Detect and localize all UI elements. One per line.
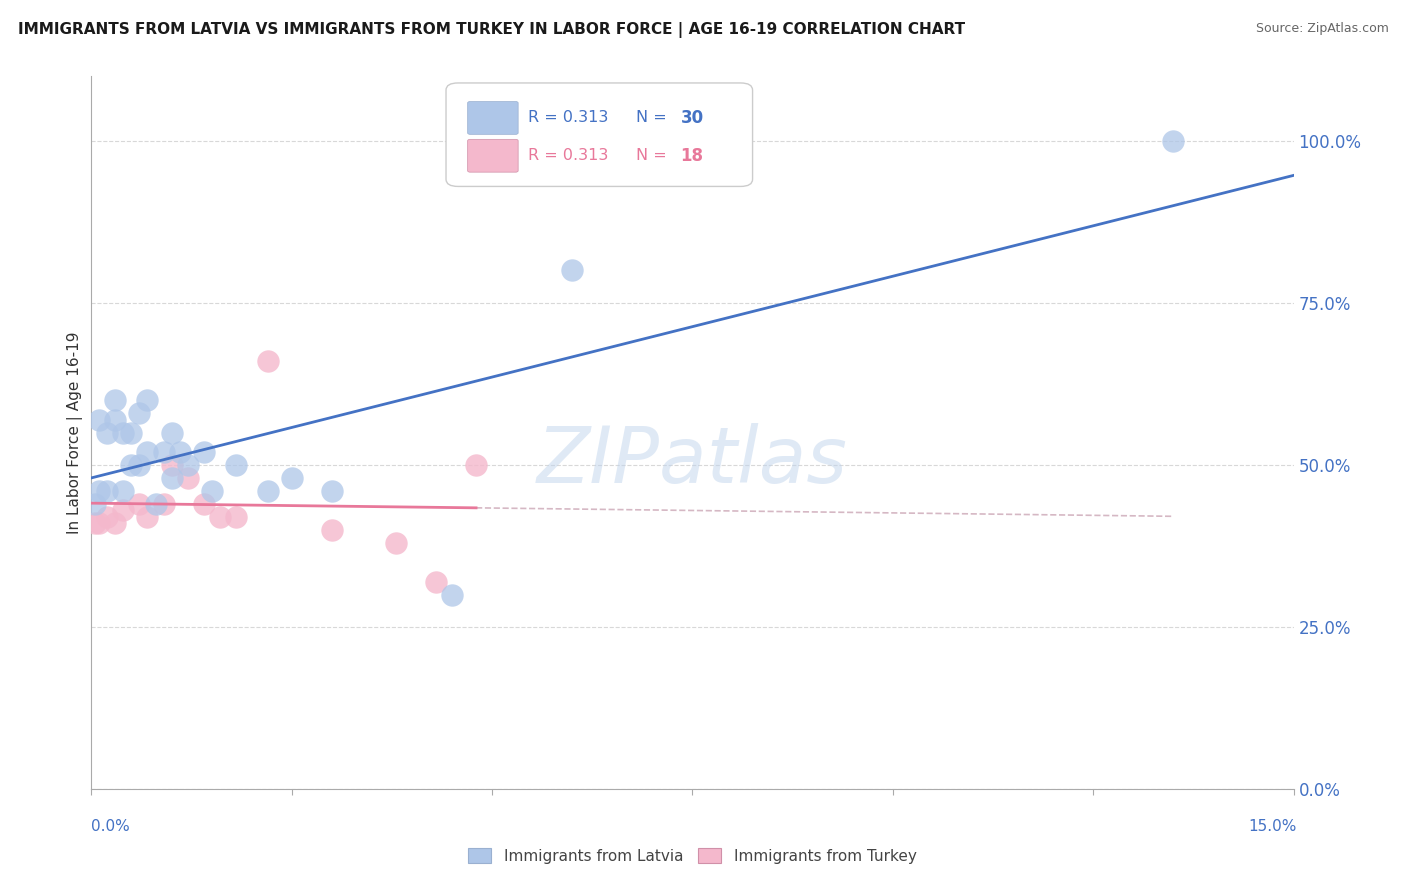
Point <box>128 458 150 472</box>
Text: IMMIGRANTS FROM LATVIA VS IMMIGRANTS FROM TURKEY IN LABOR FORCE | AGE 16-19 CORR: IMMIGRANTS FROM LATVIA VS IMMIGRANTS FRO… <box>18 22 966 38</box>
Point <box>112 425 135 440</box>
Point <box>160 425 183 440</box>
Point <box>225 510 247 524</box>
Point <box>89 412 111 426</box>
Text: Source: ZipAtlas.com: Source: ZipAtlas.com <box>1256 22 1389 36</box>
Point <box>256 354 278 368</box>
Point <box>89 483 111 498</box>
Text: 0.0%: 0.0% <box>91 820 131 834</box>
Point <box>201 483 224 498</box>
Point <box>225 458 247 472</box>
Point <box>440 588 463 602</box>
Y-axis label: In Labor Force | Age 16-19: In Labor Force | Age 16-19 <box>67 331 83 534</box>
Point <box>136 445 159 459</box>
FancyBboxPatch shape <box>468 139 519 172</box>
Point <box>128 406 150 420</box>
Point <box>176 471 198 485</box>
Text: R = 0.313: R = 0.313 <box>527 111 609 126</box>
Point <box>104 393 127 408</box>
Point <box>112 503 135 517</box>
Text: N =: N = <box>636 148 672 163</box>
Text: 30: 30 <box>681 109 703 127</box>
Text: ZIPatlas: ZIPatlas <box>537 423 848 500</box>
Point <box>104 412 127 426</box>
Point <box>1163 134 1185 148</box>
Point <box>136 510 159 524</box>
Point <box>136 393 159 408</box>
Point <box>128 497 150 511</box>
Text: 18: 18 <box>681 147 703 165</box>
Point <box>84 497 107 511</box>
Point <box>256 483 278 498</box>
Point <box>121 458 143 472</box>
Point <box>121 425 143 440</box>
Point <box>425 574 447 589</box>
Point <box>96 483 118 498</box>
FancyBboxPatch shape <box>468 102 519 135</box>
Point <box>321 483 343 498</box>
FancyBboxPatch shape <box>446 83 752 186</box>
Point <box>169 445 191 459</box>
Point <box>152 445 174 459</box>
Point <box>96 425 118 440</box>
Legend: Immigrants from Latvia, Immigrants from Turkey: Immigrants from Latvia, Immigrants from … <box>468 848 917 863</box>
Point <box>84 516 107 531</box>
Point <box>208 510 231 524</box>
Point <box>176 458 198 472</box>
Point <box>89 516 111 531</box>
Point <box>160 458 183 472</box>
Text: R = 0.313: R = 0.313 <box>527 148 609 163</box>
Text: 15.0%: 15.0% <box>1249 820 1296 834</box>
Point <box>385 536 408 550</box>
Point <box>321 523 343 537</box>
Point <box>96 510 118 524</box>
Point <box>145 497 167 511</box>
Point <box>104 516 127 531</box>
Point <box>160 471 183 485</box>
Point <box>193 497 215 511</box>
Point <box>152 497 174 511</box>
Point <box>561 263 583 277</box>
Text: N =: N = <box>636 111 672 126</box>
Point <box>112 483 135 498</box>
Point <box>193 445 215 459</box>
Point <box>281 471 304 485</box>
Point <box>465 458 488 472</box>
